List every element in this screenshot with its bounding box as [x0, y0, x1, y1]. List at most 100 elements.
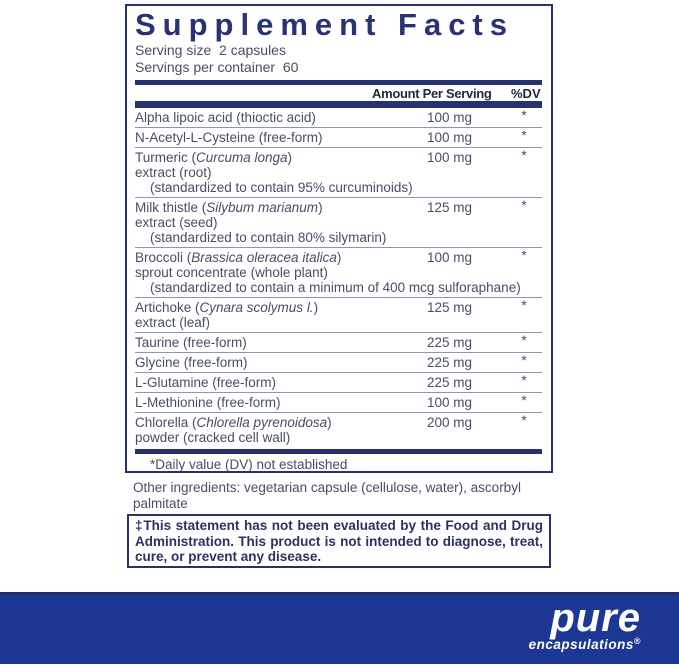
- ingredient-name-line: Artichoke (Cynara scolymus l.) 125 mg *: [135, 298, 542, 315]
- fda-disclaimer-box: ‡This statement has not been evaluated b…: [127, 514, 551, 568]
- ingredient-text: N-Acetyl-L-Cysteine (free-form): [135, 130, 323, 145]
- ingredient-name-line: Taurine (free-form) 225 mg *: [135, 333, 542, 350]
- ingredient-name-line: Glycine (free-form) 225 mg *: [135, 353, 542, 370]
- ingredient-text: Artichoke (: [135, 300, 200, 315]
- divider-bar-thick: [135, 101, 542, 108]
- ingredient-text: Milk thistle (: [135, 200, 207, 215]
- ingredient-text: powder (cracked cell wall): [135, 430, 291, 445]
- servings-per-container-line: Servings per container 60: [135, 58, 299, 75]
- amount-value: 200 mg: [427, 415, 473, 430]
- ingredient-rows: Alpha lipoic acid (thioctic acid) 100 mg *…: [135, 108, 542, 447]
- ingredient-row: Milk thistle (Silybum marianum) 125 mg * ex…: [135, 197, 542, 247]
- dv-value: *: [521, 393, 527, 408]
- ingredient-text: Turmeric (: [135, 150, 196, 165]
- supplement-facts-panel: Supplement Facts Serving size 2 capsules…: [125, 4, 553, 473]
- dv-value: *: [521, 108, 527, 123]
- ingredient-name-line: sprout concentrate (whole plant): [135, 265, 542, 280]
- daily-value-footnote: *Daily value (DV) not established: [150, 457, 348, 472]
- ingredient-text: ): [318, 200, 323, 215]
- ingredient-name-line: N-Acetyl-L-Cysteine (free-form) 100 mg *: [135, 128, 542, 145]
- divider-bar-thick: [135, 449, 542, 454]
- ingredient-row: Alpha lipoic acid (thioctic acid) 100 mg *: [135, 108, 542, 127]
- panel-title: Supplement Facts: [135, 7, 514, 42]
- botanical-name: Chlorella pyrenoidosa: [196, 415, 328, 430]
- ingredient-row: L-Methionine (free-form) 100 mg *: [135, 392, 542, 412]
- dv-value: *: [521, 298, 527, 313]
- ingredient-text: L-Glutamine (free-form): [135, 375, 277, 390]
- ingredient-text: Glycine (free-form): [135, 355, 248, 370]
- ingredient-name-line: extract (leaf): [135, 315, 542, 330]
- ingredient-row: Broccoli (Brassica oleracea italica) 100 …: [135, 247, 542, 297]
- logo-subtext-word: encapsulations: [528, 637, 634, 652]
- ingredient-name-line: extract (root): [135, 165, 542, 180]
- ingredient-name-line: L-Methionine (free-form) 100 mg *: [135, 393, 542, 410]
- dv-value: *: [521, 128, 527, 143]
- logo-subtext: encapsulations®: [529, 634, 641, 652]
- ingredient-text: (standardized to contain a minimum of 40…: [150, 280, 521, 295]
- ingredient-text: ): [327, 415, 332, 430]
- serving-size-line: Serving size 2 capsules: [135, 42, 286, 58]
- ingredient-name-line: Chlorella (Chlorella pyrenoidosa) 200 mg *: [135, 413, 542, 430]
- botanical-name: Curcuma longa: [196, 150, 288, 165]
- ingredient-name-line: L-Glutamine (free-form) 225 mg *: [135, 373, 542, 390]
- standardization-line: (standardized to contain 95% curcuminoid…: [135, 180, 542, 195]
- ingredient-row: Artichoke (Cynara scolymus l.) 125 mg * ext…: [135, 297, 542, 332]
- dv-value: *: [521, 413, 527, 428]
- dv-value: *: [521, 148, 527, 163]
- dv-value: *: [521, 353, 527, 368]
- botanical-name: Cynara scolymus l.: [199, 300, 314, 315]
- ingredient-text: Chlorella (: [135, 415, 197, 430]
- ingredient-row: L-Glutamine (free-form) 225 mg *: [135, 372, 542, 392]
- ingredient-name-line: Milk thistle (Silybum marianum) 125 mg *: [135, 198, 542, 215]
- ingredient-text: extract (root): [135, 165, 212, 180]
- ingredient-text: (standardized to contain 95% curcuminoid…: [150, 180, 413, 195]
- amount-value: 125 mg: [427, 300, 473, 315]
- ingredient-text: Taurine (free-form): [135, 335, 247, 350]
- divider-bar-thick: [135, 80, 542, 85]
- amount-value: 100 mg: [427, 150, 473, 165]
- dv-value: *: [521, 373, 527, 388]
- ingredient-text: ): [336, 250, 342, 265]
- ingredient-text: extract (leaf): [135, 315, 211, 330]
- ingredient-name-line: powder (cracked cell wall): [135, 430, 542, 445]
- amount-per-serving-header: Amount Per Serving: [372, 86, 492, 101]
- dv-value: *: [521, 198, 527, 213]
- ingredient-name-line: Alpha lipoic acid (thioctic acid) 100 mg *: [135, 108, 542, 125]
- amount-value: 125 mg: [427, 200, 473, 215]
- amount-value: 100 mg: [427, 110, 473, 125]
- ingredient-text: extract (seed): [135, 215, 218, 230]
- standardization-line: (standardized to contain a minimum of 40…: [135, 280, 542, 295]
- amount-value: 225 mg: [427, 355, 473, 370]
- ingredient-row: Turmeric (Curcuma longa) 100 mg * extract (…: [135, 147, 542, 197]
- ingredient-name-line: extract (seed): [135, 215, 542, 230]
- ingredient-row: Glycine (free-form) 225 mg *: [135, 352, 542, 372]
- ingredient-row: Chlorella (Chlorella pyrenoidosa) 200 mg *…: [135, 412, 542, 447]
- amount-value: 100 mg: [427, 395, 473, 410]
- dv-value: *: [521, 248, 527, 263]
- ingredient-text: L-Methionine (free-form): [135, 395, 281, 410]
- column-header-row: Amount Per Serving %DV: [135, 85, 542, 101]
- ingredient-text: Broccoli (: [135, 250, 192, 265]
- ingredient-text: Alpha lipoic acid (thioctic acid): [135, 110, 316, 125]
- botanical-name: Silybum marianum: [206, 200, 319, 215]
- pure-encapsulations-logo: pure encapsulations®: [529, 596, 641, 652]
- dv-value: *: [521, 333, 527, 348]
- ingredient-name-line: Turmeric (Curcuma longa) 100 mg *: [135, 148, 542, 165]
- percent-dv-header: %DV: [511, 86, 541, 101]
- ingredient-text: ): [313, 300, 319, 315]
- brand-footer-band: pure encapsulations®: [0, 592, 679, 664]
- amount-value: 225 mg: [427, 375, 473, 390]
- amount-value: 100 mg: [427, 250, 473, 265]
- other-ingredients-text: Other ingredients: vegetarian capsule (c…: [133, 480, 521, 511]
- ingredient-name-line: Broccoli (Brassica oleracea italica) 100 …: [135, 248, 542, 265]
- standardization-line: (standardized to contain 80% silymarin): [135, 230, 542, 245]
- ingredient-text: sprout concentrate (whole plant): [135, 265, 328, 280]
- ingredient-text: (standardized to contain 80% silymarin): [150, 230, 387, 245]
- ingredient-row: N-Acetyl-L-Cysteine (free-form) 100 mg *: [135, 127, 542, 147]
- botanical-name: Brassica oleracea italica: [191, 250, 337, 265]
- ingredient-text: ): [287, 150, 293, 165]
- amount-value: 100 mg: [427, 130, 473, 145]
- ingredient-row: Taurine (free-form) 225 mg *: [135, 332, 542, 352]
- logo-wordmark: pure: [550, 596, 641, 640]
